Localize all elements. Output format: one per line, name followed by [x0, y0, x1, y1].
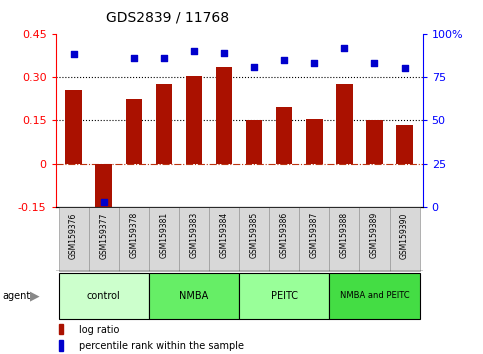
Text: NMBA and PEITC: NMBA and PEITC — [340, 291, 409, 300]
Text: GSM159386: GSM159386 — [280, 212, 289, 258]
Text: GSM159383: GSM159383 — [189, 212, 199, 258]
Bar — [89, 207, 119, 271]
Bar — [149, 273, 239, 319]
Text: GSM159387: GSM159387 — [310, 212, 319, 258]
Text: GSM159388: GSM159388 — [340, 212, 349, 258]
Text: PEITC: PEITC — [270, 291, 298, 301]
Bar — [389, 207, 420, 271]
Bar — [269, 207, 299, 271]
Point — [341, 45, 348, 50]
Point — [401, 65, 409, 71]
Text: GSM159389: GSM159389 — [370, 212, 379, 258]
Point — [280, 57, 288, 62]
Text: ▶: ▶ — [30, 289, 40, 302]
Bar — [96, 164, 112, 214]
Point — [100, 199, 108, 205]
Bar — [216, 67, 232, 164]
Bar — [306, 119, 323, 164]
Bar — [59, 340, 63, 350]
Text: GSM159378: GSM159378 — [129, 212, 138, 258]
Point — [370, 60, 378, 66]
Bar — [299, 207, 329, 271]
Bar — [396, 125, 413, 164]
Bar — [126, 99, 142, 164]
Bar — [336, 84, 353, 164]
Point — [160, 55, 168, 61]
Bar — [329, 273, 420, 319]
Bar — [59, 324, 63, 335]
Bar — [179, 207, 209, 271]
Text: percentile rank within the sample: percentile rank within the sample — [79, 341, 244, 351]
Bar — [149, 207, 179, 271]
Bar — [58, 273, 149, 319]
Bar — [246, 120, 262, 164]
Text: GSM159390: GSM159390 — [400, 212, 409, 258]
Point — [190, 48, 198, 54]
Bar — [65, 90, 82, 164]
Point — [130, 55, 138, 61]
Bar — [209, 207, 239, 271]
Text: GSM159384: GSM159384 — [220, 212, 228, 258]
Bar — [156, 84, 172, 164]
Point — [311, 60, 318, 66]
Text: GSM159381: GSM159381 — [159, 212, 169, 258]
Text: GSM159377: GSM159377 — [99, 212, 108, 258]
Bar — [329, 207, 359, 271]
Bar — [239, 273, 329, 319]
Bar — [185, 75, 202, 164]
Bar — [359, 207, 389, 271]
Bar — [366, 120, 383, 164]
Text: GDS2839 / 11768: GDS2839 / 11768 — [106, 11, 229, 25]
Point — [250, 64, 258, 69]
Text: log ratio: log ratio — [79, 325, 120, 335]
Bar — [276, 107, 293, 164]
Bar — [239, 207, 269, 271]
Bar — [119, 207, 149, 271]
Point — [70, 52, 77, 57]
Bar — [58, 207, 89, 271]
Point — [220, 50, 228, 56]
Text: GSM159376: GSM159376 — [69, 212, 78, 258]
Text: NMBA: NMBA — [179, 291, 209, 301]
Text: agent: agent — [2, 291, 30, 301]
Text: GSM159385: GSM159385 — [250, 212, 258, 258]
Text: control: control — [87, 291, 121, 301]
